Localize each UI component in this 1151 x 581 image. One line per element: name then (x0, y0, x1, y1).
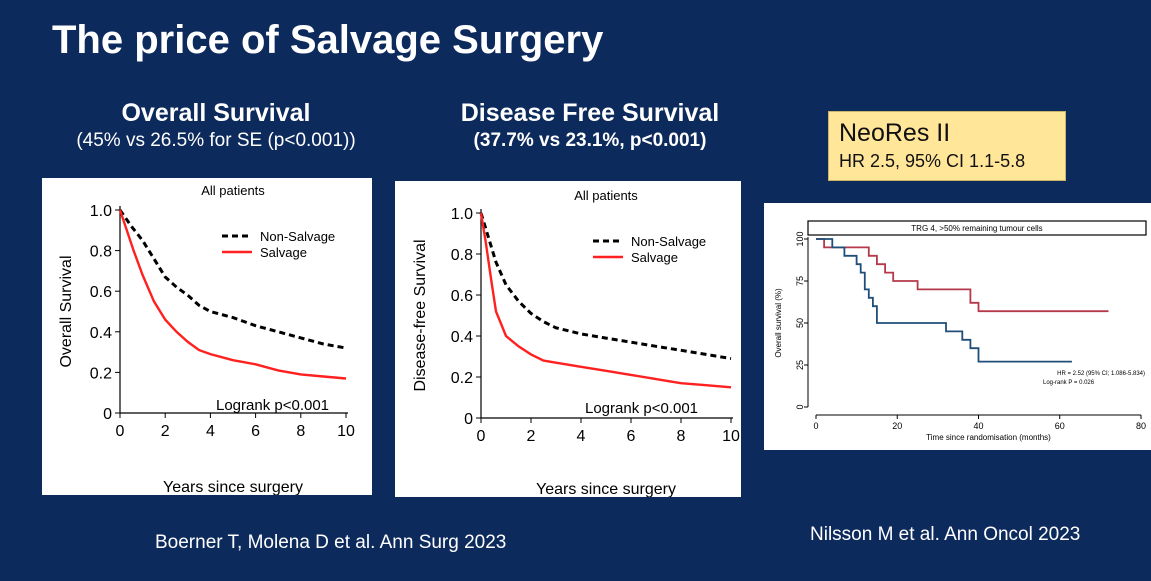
neores-title: NeoRes II (839, 119, 951, 147)
logrank-annotation: Log-rank P = 0.026 (1043, 380, 1095, 386)
logrank-annotation: Logrank p<0.001 (585, 400, 698, 417)
y-axis-label: Overall Survival (58, 255, 75, 367)
legend-label: Non-Salvage (260, 229, 335, 244)
x-tick-label: 6 (251, 423, 260, 440)
chart-title: TRG 4, >50% remaining tumour cells (911, 224, 1042, 233)
series-line-non-salvage (479, 212, 732, 361)
y-tick-label: 1.0 (451, 206, 473, 223)
dfs-heading-block: Disease Free Survival (37.7% vs 23.1%, p… (410, 98, 770, 154)
x-tick-label: 20 (892, 421, 902, 431)
legend-label: Salvage (260, 245, 307, 260)
x-tick-label: 4 (206, 423, 215, 440)
y-tick-label: 0 (795, 404, 805, 409)
y-tick-label: 0.6 (451, 288, 473, 305)
chart-title: All patients (201, 183, 265, 198)
dfs-subheading: (37.7% vs 23.1%, p<0.001) (473, 130, 707, 151)
os-chart-panel: 0 2 4 6 8 10 0 0.2 0.4 0.6 0.8 1.0 All patients Years… (42, 178, 372, 495)
trg-chart: TRG 4, >50% remaining tumour cells 0 20 40 6… (774, 220, 1147, 442)
citation-right: Nilsson M et al. Ann Oncol 2023 (810, 524, 1081, 545)
x-axis-label: Years since surgery (163, 479, 303, 495)
dfs-chart-panel: 0 2 4 6 8 10 0 0.2 0.4 0.6 0.8 1.0 All patients Years… (395, 181, 741, 497)
y-tick-label: 25 (795, 360, 805, 370)
chart-title: All patients (574, 188, 638, 203)
y-tick-label: 75 (795, 276, 805, 286)
trg-chart-panel: TRG 4, >50% remaining tumour cells 0 20 40 6… (764, 203, 1151, 450)
y-tick-label: 0.4 (90, 325, 112, 342)
x-tick-label: 2 (527, 428, 536, 445)
y-tick-label: 0.2 (451, 370, 473, 387)
dfs-chart: 0 2 4 6 8 10 0 0.2 0.4 0.6 0.8 1.0 All patients Years… (412, 188, 740, 497)
x-axis-label: Time since randomisation (months) (926, 433, 1051, 442)
trg-title-box (807, 220, 1147, 236)
legend-label: Salvage (631, 250, 678, 265)
x-tick-label: 10 (337, 423, 355, 440)
os-heading-block: Overall Survival (45% vs 26.5% for SE (p… (20, 98, 412, 154)
logrank-annotation: Logrank p<0.001 (216, 397, 329, 414)
x-tick-label: 10 (722, 428, 740, 445)
x-tick-label: 8 (677, 428, 686, 445)
citation-left: Boerner T, Molena D et al. Ann Surg 2023 (155, 532, 507, 553)
x-tick-label: 6 (627, 428, 636, 445)
y-tick-label: 0.8 (451, 247, 473, 264)
y-tick-label: 0.2 (90, 365, 112, 382)
x-tick-label: 40 (973, 421, 983, 431)
os-heading: Overall Survival (121, 99, 311, 127)
y-tick-label: 1.0 (90, 203, 112, 220)
y-tick-label: 0 (464, 411, 473, 428)
y-tick-label: 100 (795, 231, 805, 246)
hr-annotation: HR = 2.52 (95% CI; 1.086-5.834) (1057, 371, 1145, 377)
slide-title: The price of Salvage Surgery (52, 18, 604, 62)
y-axis-label: Disease-free Survival (412, 239, 429, 391)
x-tick-label: 60 (1055, 421, 1065, 431)
x-tick-label: 4 (577, 428, 586, 445)
legend-label: Non-Salvage (631, 234, 706, 249)
km-line-blue (816, 238, 1072, 363)
os-subheading: (45% vs 26.5% for SE (p<0.001)) (76, 130, 356, 151)
x-tick-label: 0 (116, 423, 125, 440)
series-line-salvage (479, 212, 732, 389)
y-axis-label: Overall survival (%) (774, 288, 783, 358)
y-tick-label: 0.8 (90, 244, 112, 261)
x-tick-label: 2 (161, 423, 170, 440)
x-tick-label: 0 (477, 428, 486, 445)
y-tick-label: 0 (103, 406, 112, 423)
y-tick-label: 0.4 (451, 329, 473, 346)
neores-hr: HR 2.5, 95% CI 1.1-5.8 (839, 151, 1026, 171)
x-tick-label: 8 (296, 423, 305, 440)
series-line-non-salvage (118, 209, 347, 350)
series-line-salvage (118, 209, 347, 380)
os-chart: 0 2 4 6 8 10 0 0.2 0.4 0.6 0.8 1.0 All patients Years… (58, 183, 355, 495)
y-tick-label: 0.6 (90, 284, 112, 301)
dfs-heading: Disease Free Survival (460, 99, 720, 127)
y-tick-label: 50 (795, 318, 805, 328)
x-axis-label: Years since surgery (536, 481, 676, 497)
x-tick-label: 80 (1136, 421, 1146, 431)
neores-box: NeoRes II HR 2.5, 95% CI 1.1-5.8 (828, 111, 1066, 181)
km-line-red (816, 238, 1109, 313)
x-tick-label: 0 (813, 421, 818, 431)
